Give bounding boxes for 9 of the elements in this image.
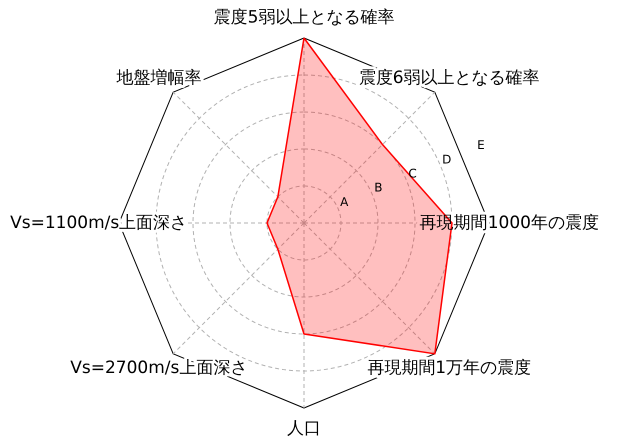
y-tick-label: B [374,180,382,195]
spoke-label: 震度5弱以上となる確率 [214,8,394,28]
spoke-label: Vs=1100m/s上面深さ [10,213,188,233]
y-tick-label: A [340,194,350,209]
spoke-label: 人口 [287,418,321,438]
y-tick-label: E [477,138,485,152]
spoke-label: 地盤増幅率 [115,68,202,88]
y-tick-label: D [442,152,452,166]
y-tick-label: C [408,166,417,181]
